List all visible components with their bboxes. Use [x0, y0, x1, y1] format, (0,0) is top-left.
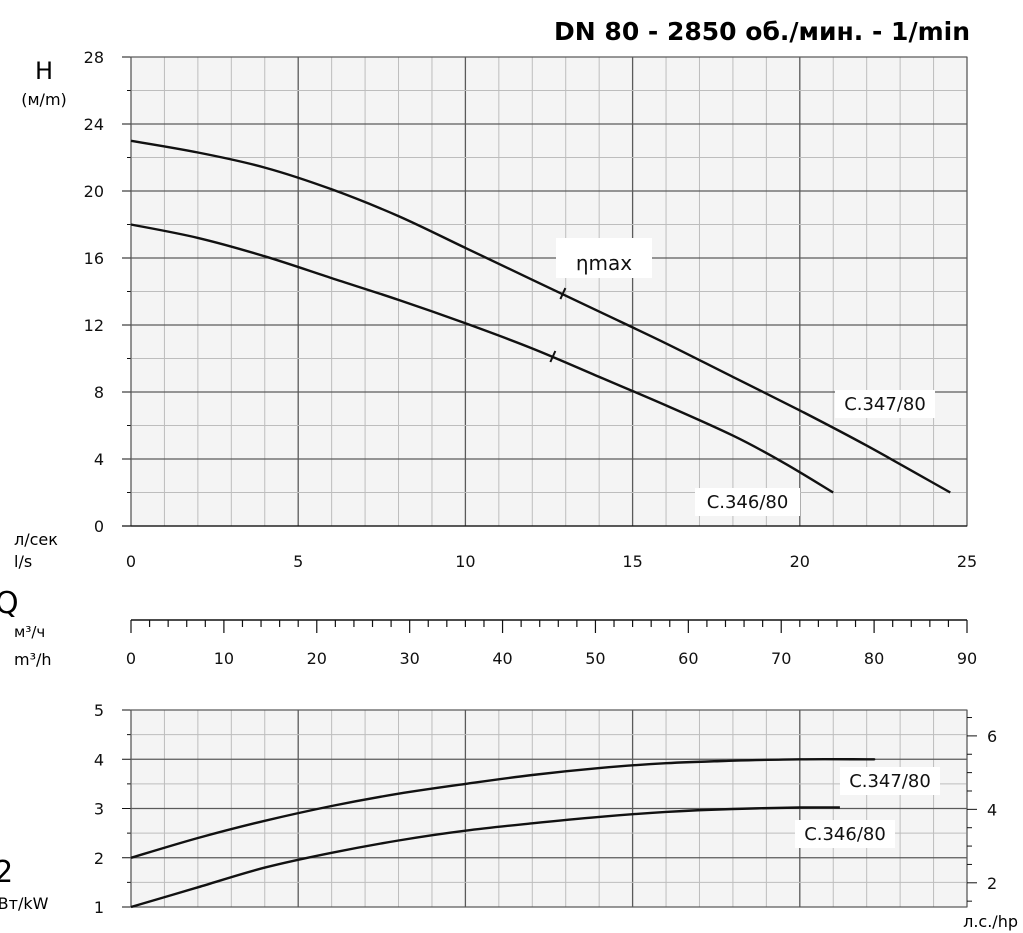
power-y-tick-label: 1 — [94, 898, 104, 917]
head-y-tick-label: 4 — [94, 450, 104, 469]
flow-axis-label: Q — [0, 586, 19, 621]
eta-max-tick — [549, 350, 557, 363]
hp-tick-label: 6 — [987, 727, 997, 746]
head-y-tick-label: 12 — [84, 316, 104, 335]
head-y-tick-label: 20 — [84, 182, 104, 201]
flow-m3h-tick-label: 10 — [214, 649, 234, 668]
hp-tick-label: 2 — [987, 874, 997, 893]
power-y-tick-label: 3 — [94, 800, 104, 819]
power-series-label: C.347/80 — [849, 771, 931, 792]
flow-m3h-tick-label: 30 — [399, 649, 419, 668]
flow-m3h-tick-label: 60 — [678, 649, 698, 668]
power-series-label: C.346/80 — [804, 824, 886, 845]
power-unit-label: кВт/kW — [0, 894, 49, 913]
power-y-tick-label: 4 — [94, 750, 104, 769]
head-series-label-bg — [835, 390, 935, 418]
flow-m3h-tick-label: 90 — [957, 649, 977, 668]
flow-m3h-axis: 0 10 20 30 40 50 60 70 80 90 — [126, 619, 977, 668]
head-series-label-bg — [695, 488, 800, 516]
curves-layer — [130, 139, 951, 909]
labels-layer: C.347/80 C.346/80 ηmax C.347/80 C.346/80 — [556, 238, 940, 848]
eta-max-tick — [559, 287, 567, 300]
head-x-tick-label: 5 — [293, 552, 303, 571]
flow-m3h-tick-label: 40 — [492, 649, 512, 668]
power-series-label-bg — [795, 820, 895, 848]
head-axis-label: H — [35, 57, 53, 85]
head-y-tick-label: 16 — [84, 249, 104, 268]
power-y-tick-label: 5 — [94, 701, 104, 720]
hp-tick-label: 4 — [987, 800, 997, 819]
head-y-tick-label: 28 — [84, 48, 104, 67]
head-chart-grid: 0 4 8 12 16 20 24 28 0 5 10 15 20 25 — [84, 48, 978, 571]
flow-m3h-tick-label: 70 — [771, 649, 791, 668]
head-x-tick-label: 0 — [126, 552, 136, 571]
head-x-tick-label: 20 — [790, 552, 810, 571]
chart-title: DN 80 - 2850 об./мин. - 1/min — [554, 17, 970, 46]
eta-max-label: ηmax — [576, 251, 632, 275]
power-series-label-bg — [840, 767, 940, 795]
head-y-tick-label: 24 — [84, 115, 104, 134]
head-x-tick-label: 15 — [622, 552, 642, 571]
power-chart-frame — [130, 709, 968, 908]
head-series-label: C.347/80 — [844, 394, 926, 415]
flow-m3h-tick-label: 0 — [126, 649, 136, 668]
head-curve-c34680 — [130, 223, 834, 494]
flow-ls-unit-line1: л/сек — [14, 530, 58, 549]
eta-max-label-bg — [556, 238, 652, 278]
power-axis-label: P2 — [0, 855, 13, 890]
power-curve-c34680 — [130, 806, 840, 909]
flow-m3h-unit-line2: m³/h — [14, 650, 52, 669]
power-y-tick-label: 2 — [94, 849, 104, 868]
head-x-tick-label: 10 — [455, 552, 475, 571]
flow-m3h-unit-line1: м³/ч — [14, 623, 45, 641]
head-unit-label: (м/m) — [21, 90, 67, 109]
flow-m3h-tick-label: 50 — [585, 649, 605, 668]
head-y-tick-label: 8 — [94, 383, 104, 402]
head-series-label: C.346/80 — [707, 492, 789, 513]
head-y-tick-label: 0 — [94, 517, 104, 536]
flow-m3h-tick-label: 20 — [307, 649, 327, 668]
power-chart-grid: 1 2 3 4 5 2 4 6 — [94, 701, 997, 917]
head-x-tick-label: 25 — [957, 552, 977, 571]
flow-ls-unit-line2: l/s — [14, 552, 32, 571]
flow-m3h-tick-label: 80 — [864, 649, 884, 668]
power-curve-c34780 — [130, 757, 876, 859]
hp-unit-label: л.с./hp — [963, 912, 1018, 931]
head-curve-c34780 — [130, 139, 951, 494]
